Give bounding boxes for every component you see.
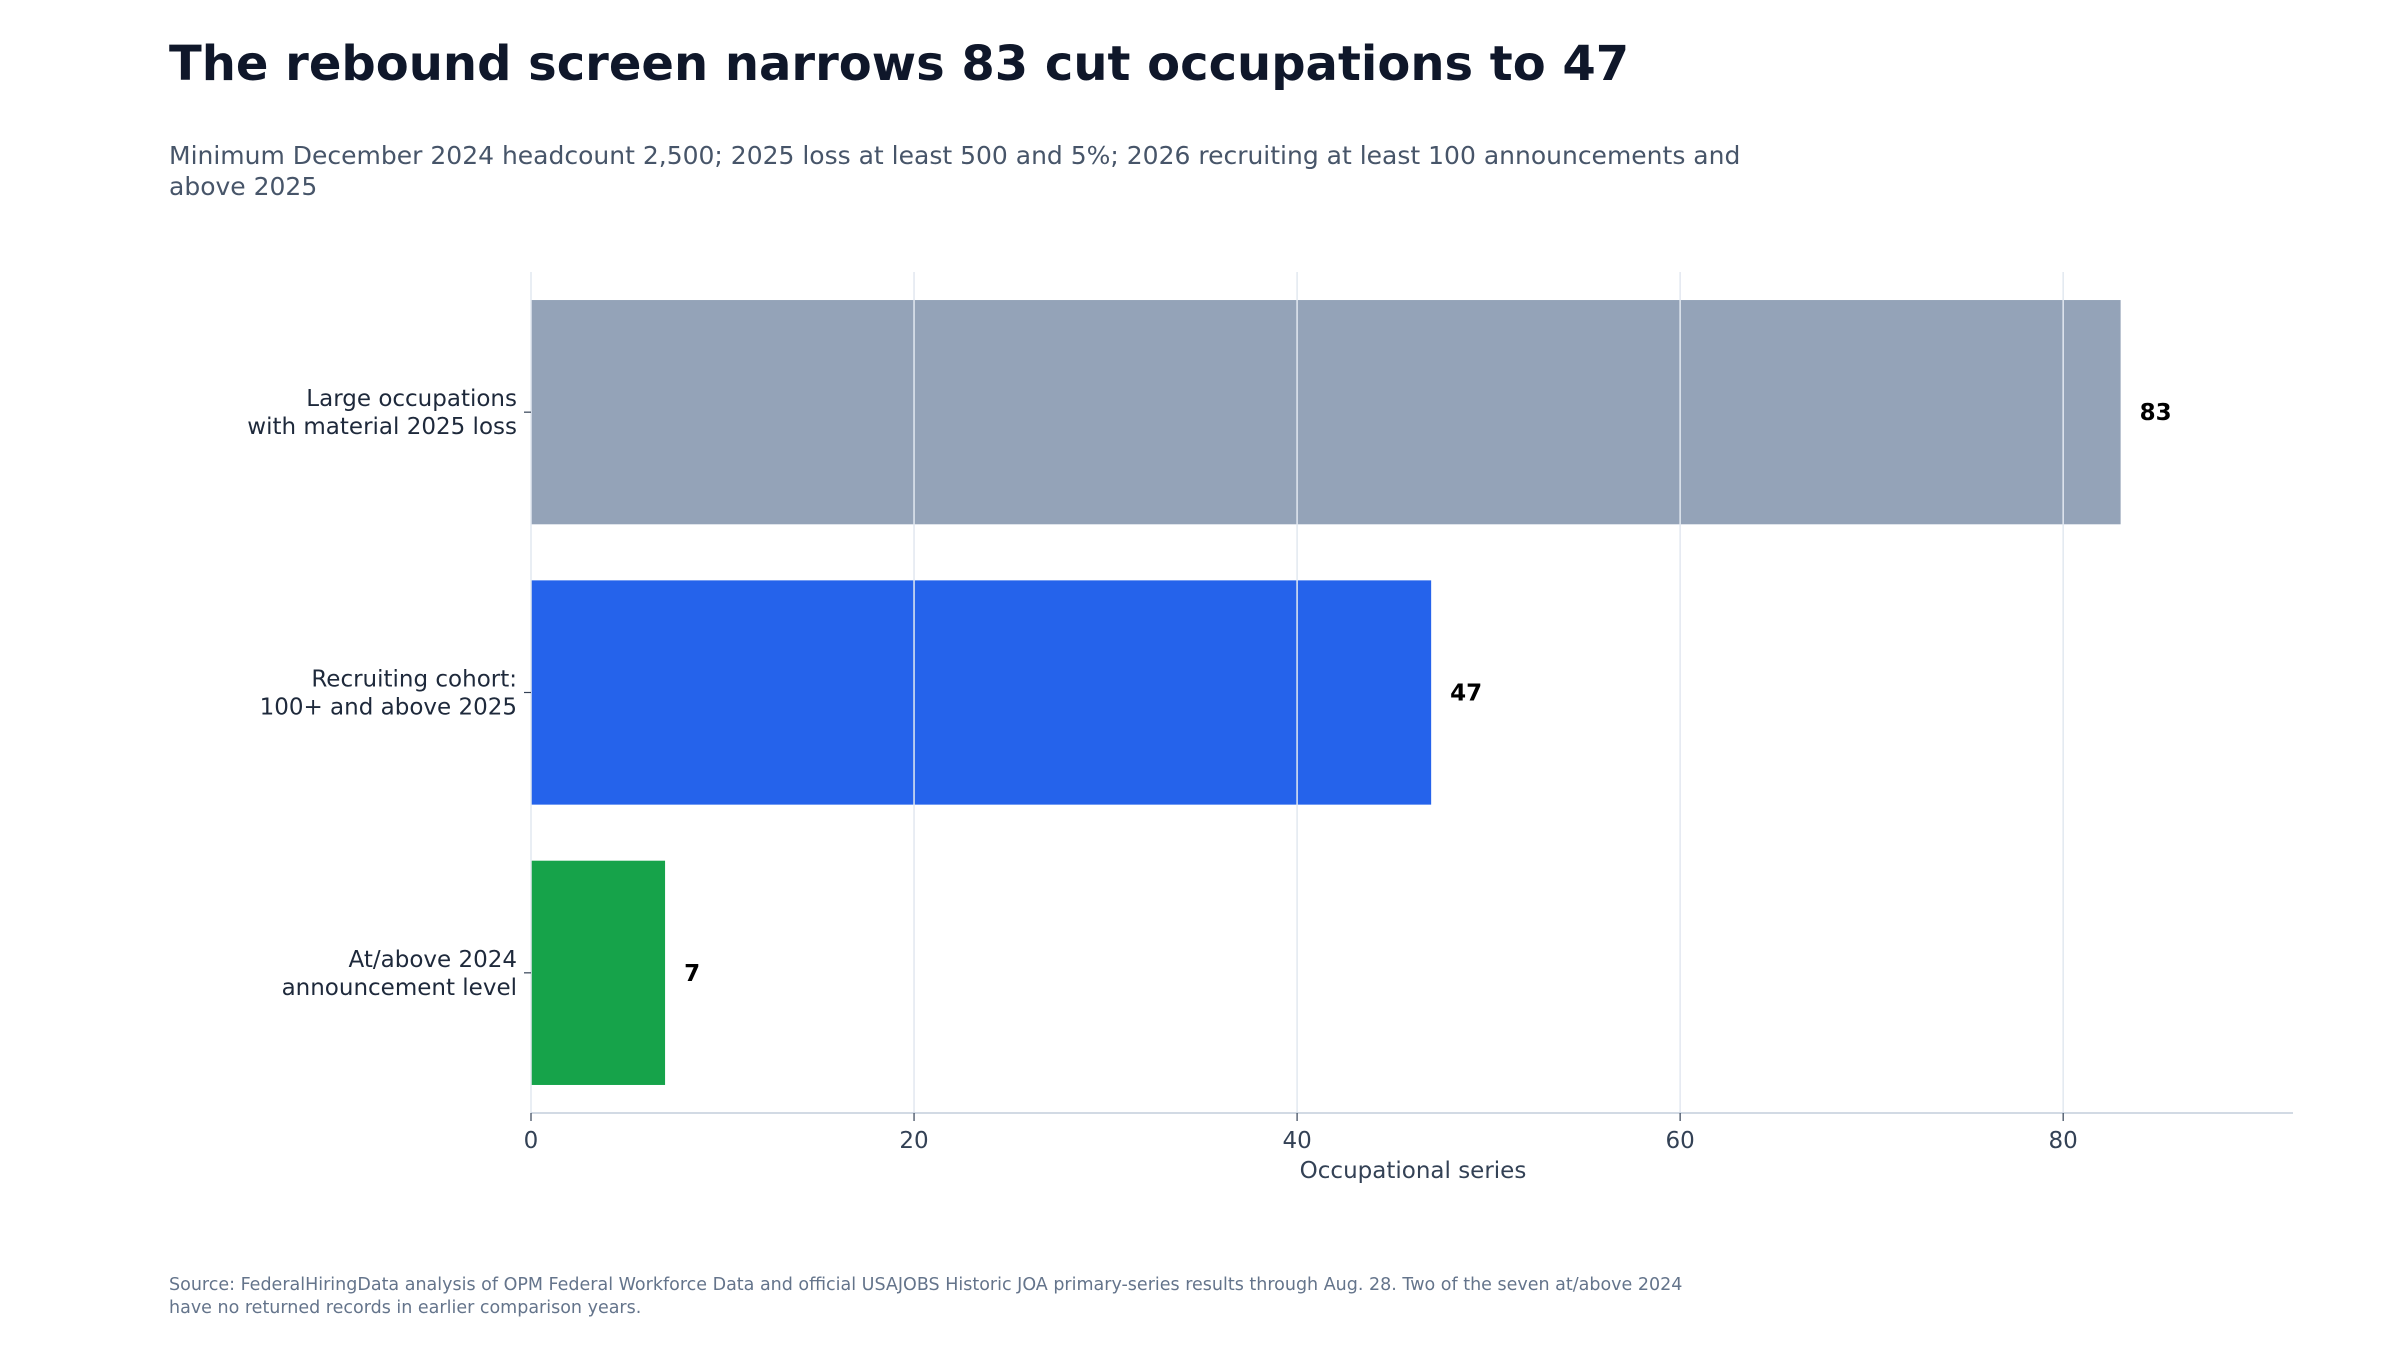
category-label-1-1: 100+ and above 2025 xyxy=(260,695,517,721)
bar-0 xyxy=(531,300,2121,525)
bar-1 xyxy=(531,580,1432,805)
x-axis-label: Occupational series xyxy=(1300,1158,1527,1184)
x-tick-label-1: 20 xyxy=(899,1128,928,1154)
bars: 83 47 7 xyxy=(531,300,2172,1085)
bar-2 xyxy=(531,860,666,1085)
category-label-2-1: announcement level xyxy=(282,975,517,1001)
data-label-1: 47 xyxy=(1450,681,1482,707)
x-tick-label-0: 0 xyxy=(524,1128,539,1154)
chart-title: The rebound screen narrows 83 cut occupa… xyxy=(169,36,1630,92)
data-label-2: 7 xyxy=(684,961,700,987)
category-label-0-1: with material 2025 loss xyxy=(247,414,517,440)
category-label-1-0: Recruiting cohort: xyxy=(311,667,517,693)
source-note: Source: FederalHiringData analysis of OP… xyxy=(169,1275,1683,1318)
x-tick-label-2: 40 xyxy=(1282,1128,1311,1154)
x-axis: 0 20 40 60 80 xyxy=(524,1112,2293,1154)
data-label-0: 83 xyxy=(2140,400,2172,426)
x-tick-label-4: 80 xyxy=(2049,1128,2078,1154)
x-tick-label-3: 60 xyxy=(1665,1128,1694,1154)
chart-subtitle: Minimum December 2024 headcount 2,500; 2… xyxy=(169,141,1741,201)
category-label-0-0: Large occupations xyxy=(306,386,517,412)
category-label-2-0: At/above 2024 xyxy=(349,947,517,973)
